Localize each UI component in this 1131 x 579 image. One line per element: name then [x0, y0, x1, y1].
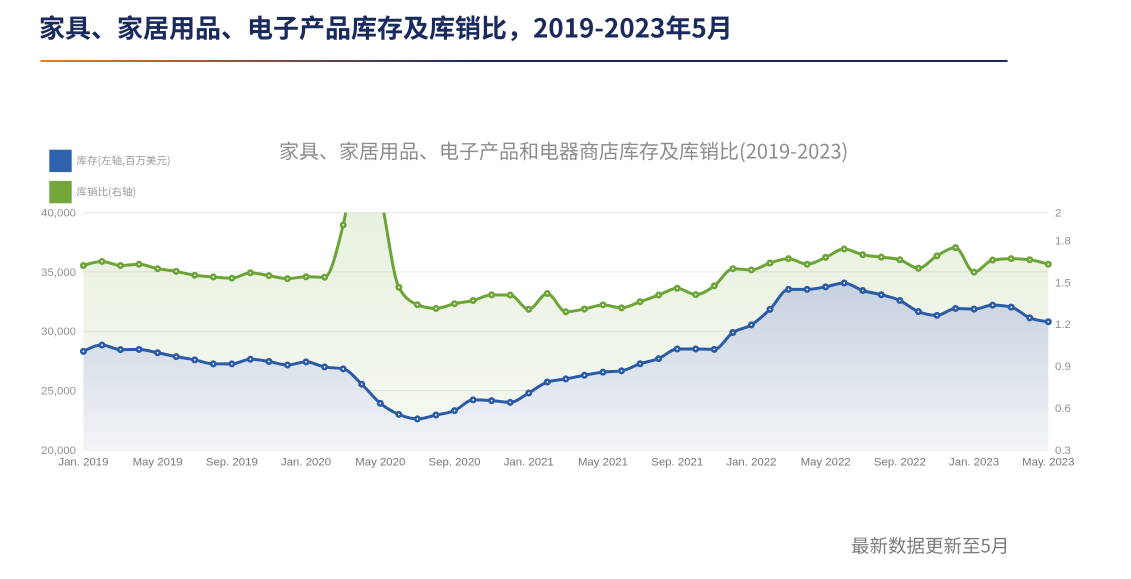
svg-text:Jan. 2023: Jan. 2023 [949, 456, 999, 468]
svg-text:2: 2 [1055, 208, 1061, 220]
svg-text:Sep. 2022: Sep. 2022 [874, 456, 926, 468]
svg-text:May. 2023: May. 2023 [1022, 456, 1074, 468]
svg-text:0.3: 0.3 [1055, 445, 1071, 457]
svg-text:40,000: 40,000 [41, 208, 76, 220]
svg-text:Jan. 2019: Jan. 2019 [58, 456, 108, 468]
svg-text:Sep. 2019: Sep. 2019 [206, 456, 258, 468]
svg-text:Jan. 2021: Jan. 2021 [504, 456, 554, 468]
svg-text:Jan. 2020: Jan. 2020 [281, 456, 331, 468]
svg-text:May 2021: May 2021 [578, 456, 628, 468]
svg-text:1.2: 1.2 [1055, 319, 1071, 331]
svg-text:Sep. 2020: Sep. 2020 [429, 456, 481, 468]
svg-text:May 2022: May 2022 [801, 456, 851, 468]
svg-text:1.5: 1.5 [1055, 277, 1071, 289]
svg-text:Sep. 2021: Sep. 2021 [651, 456, 703, 468]
svg-text:1.8: 1.8 [1055, 236, 1071, 248]
svg-text:0.6: 0.6 [1055, 403, 1071, 415]
svg-text:25,000: 25,000 [41, 386, 76, 398]
svg-text:May 2019: May 2019 [133, 456, 183, 468]
svg-text:Jan. 2022: Jan. 2022 [726, 456, 776, 468]
svg-text:30,000: 30,000 [41, 326, 76, 338]
svg-text:20,000: 20,000 [41, 445, 76, 457]
svg-text:May 2020: May 2020 [355, 456, 405, 468]
svg-text:35,000: 35,000 [41, 267, 76, 279]
svg-text:0.9: 0.9 [1055, 361, 1071, 373]
